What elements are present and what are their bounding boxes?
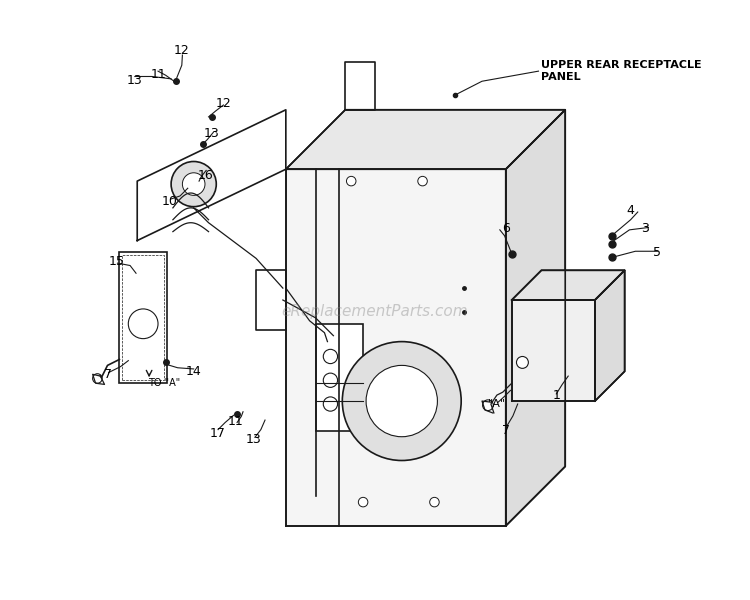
Bar	[316, 324, 363, 431]
Text: 6: 6	[502, 222, 510, 235]
Circle shape	[517, 356, 528, 368]
Text: 12: 12	[174, 44, 190, 57]
Text: 13: 13	[245, 433, 261, 446]
Text: 11: 11	[227, 415, 243, 428]
Text: TO "A": TO "A"	[148, 378, 180, 388]
Text: eReplacementParts.com: eReplacementParts.com	[282, 304, 468, 319]
Circle shape	[482, 400, 494, 410]
Circle shape	[430, 497, 439, 507]
Circle shape	[323, 349, 338, 364]
Text: 12: 12	[215, 97, 231, 110]
Text: 13: 13	[127, 74, 142, 86]
Circle shape	[323, 373, 338, 388]
Bar	[122, 256, 164, 380]
Bar	[119, 253, 167, 383]
Text: 1: 1	[552, 389, 560, 401]
Polygon shape	[512, 300, 595, 401]
Circle shape	[366, 365, 437, 437]
Circle shape	[346, 176, 356, 186]
Circle shape	[128, 309, 158, 338]
Text: 7: 7	[502, 424, 510, 437]
Text: 3: 3	[641, 222, 650, 235]
Polygon shape	[286, 110, 566, 169]
Circle shape	[323, 397, 338, 411]
Circle shape	[171, 161, 216, 206]
Polygon shape	[506, 110, 566, 526]
Circle shape	[418, 176, 428, 186]
Circle shape	[342, 341, 461, 461]
Text: 7: 7	[104, 368, 112, 381]
Circle shape	[182, 173, 205, 196]
Text: 5: 5	[653, 246, 662, 259]
Text: 4: 4	[627, 205, 634, 217]
Polygon shape	[595, 270, 625, 401]
Polygon shape	[512, 270, 625, 300]
Text: 11: 11	[151, 68, 166, 80]
Polygon shape	[286, 169, 506, 526]
Text: 15: 15	[109, 255, 124, 268]
Text: UPPER REAR RECEPTACLE
PANEL: UPPER REAR RECEPTACLE PANEL	[542, 61, 702, 82]
Text: 13: 13	[204, 127, 220, 140]
Text: 14: 14	[186, 365, 202, 378]
Circle shape	[93, 374, 102, 383]
Circle shape	[358, 497, 368, 507]
Text: 17: 17	[209, 427, 226, 440]
Text: 10: 10	[162, 196, 178, 208]
Text: 16: 16	[198, 169, 214, 182]
Text: "A": "A"	[488, 399, 506, 409]
